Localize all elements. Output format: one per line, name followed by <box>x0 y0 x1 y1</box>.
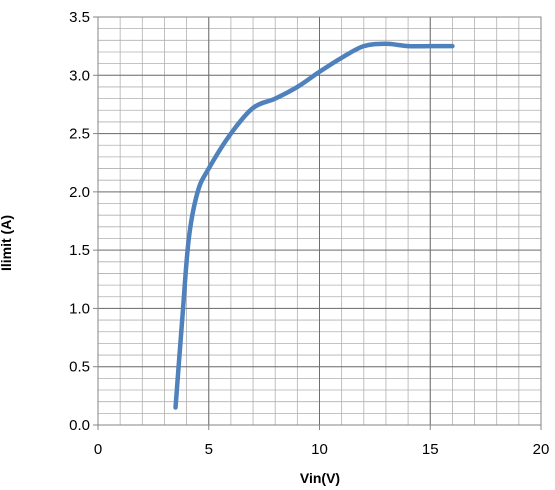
major-gridlines <box>93 16 542 430</box>
y-tick-label: 2.5 <box>69 126 90 143</box>
x-tick-label: 15 <box>422 441 439 458</box>
y-axis-tick-labels: 0.0 0.5 1.0 1.5 2.0 2.5 3.0 3.5 <box>69 9 90 434</box>
y-tick-label: 0.5 <box>69 359 90 376</box>
x-axis-tick-labels: 0 5 10 15 20 <box>94 441 550 458</box>
y-tick-label: 1.0 <box>69 300 90 317</box>
y-tick-label: 1.5 <box>69 242 90 259</box>
y-axis-title: Ilimit (A) <box>0 215 14 271</box>
x-tick-label: 10 <box>311 441 328 458</box>
y-tick-label: 2.0 <box>69 184 90 201</box>
x-axis-title: Vin(V) <box>300 470 340 486</box>
y-tick-label: 3.0 <box>69 67 90 84</box>
x-tick-label: 0 <box>94 441 102 458</box>
y-tick-label: 3.5 <box>69 9 90 26</box>
plot-area-frame <box>97 16 542 426</box>
y-tick-label: 0.0 <box>69 417 90 434</box>
series-layer <box>173 41 455 410</box>
series-line <box>173 41 455 410</box>
x-tick-label: 20 <box>533 441 550 458</box>
x-tick-label: 5 <box>205 441 213 458</box>
